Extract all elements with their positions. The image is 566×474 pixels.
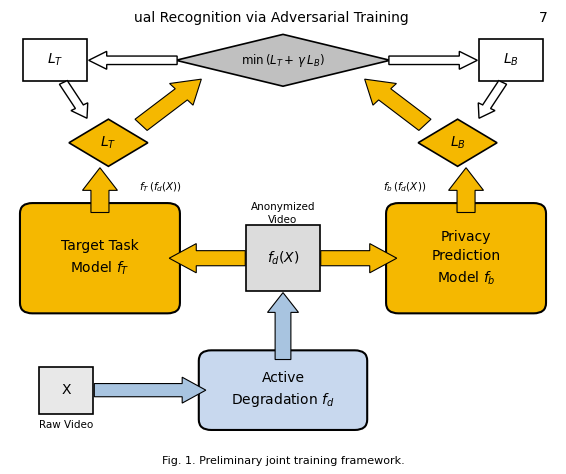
- FancyBboxPatch shape: [199, 350, 367, 430]
- Text: Privacy
Prediction
Model $f_b$: Privacy Prediction Model $f_b$: [431, 229, 500, 287]
- Text: $\mathrm{min}\,(L_T+\,\gamma\,L_B)$: $\mathrm{min}\,(L_T+\,\gamma\,L_B)$: [241, 52, 325, 69]
- Polygon shape: [389, 51, 477, 69]
- Text: Raw Video: Raw Video: [39, 420, 93, 430]
- Polygon shape: [176, 35, 390, 86]
- Text: $f_b\,(f_d(X))$: $f_b\,(f_d(X))$: [383, 181, 427, 194]
- Polygon shape: [365, 79, 431, 130]
- Polygon shape: [89, 51, 177, 69]
- Polygon shape: [268, 292, 298, 359]
- Bar: [40, 366, 93, 414]
- Bar: [23, 39, 87, 82]
- Polygon shape: [59, 81, 88, 118]
- Text: X: X: [61, 383, 71, 397]
- Text: Anonymized
Video: Anonymized Video: [251, 202, 315, 225]
- Text: $L_B$: $L_B$: [449, 135, 465, 151]
- Polygon shape: [449, 168, 483, 212]
- Bar: [479, 39, 543, 82]
- Text: $L_T$: $L_T$: [47, 52, 63, 68]
- Polygon shape: [321, 244, 397, 273]
- Text: Fig. 1. Preliminary joint training framework.: Fig. 1. Preliminary joint training frame…: [162, 456, 404, 466]
- Polygon shape: [169, 244, 245, 273]
- FancyBboxPatch shape: [20, 203, 180, 313]
- FancyBboxPatch shape: [386, 203, 546, 313]
- Polygon shape: [69, 119, 148, 166]
- Text: Target Task
Model $f_T$: Target Task Model $f_T$: [61, 239, 139, 277]
- Text: 7: 7: [539, 11, 548, 25]
- Text: $L_T$: $L_T$: [100, 135, 117, 151]
- Text: Active
Degradation $f_d$: Active Degradation $f_d$: [231, 371, 335, 410]
- Bar: [246, 225, 320, 291]
- Polygon shape: [135, 79, 201, 130]
- Polygon shape: [83, 168, 117, 212]
- Text: $f_d(X)$: $f_d(X)$: [267, 249, 299, 267]
- Text: ual Recognition via Adversarial Training: ual Recognition via Adversarial Training: [134, 11, 409, 25]
- Polygon shape: [418, 119, 497, 166]
- Text: $f_T\,(f_d(X))$: $f_T\,(f_d(X))$: [139, 181, 182, 194]
- Polygon shape: [478, 81, 507, 118]
- Polygon shape: [95, 377, 206, 403]
- Text: $L_B$: $L_B$: [503, 52, 519, 68]
